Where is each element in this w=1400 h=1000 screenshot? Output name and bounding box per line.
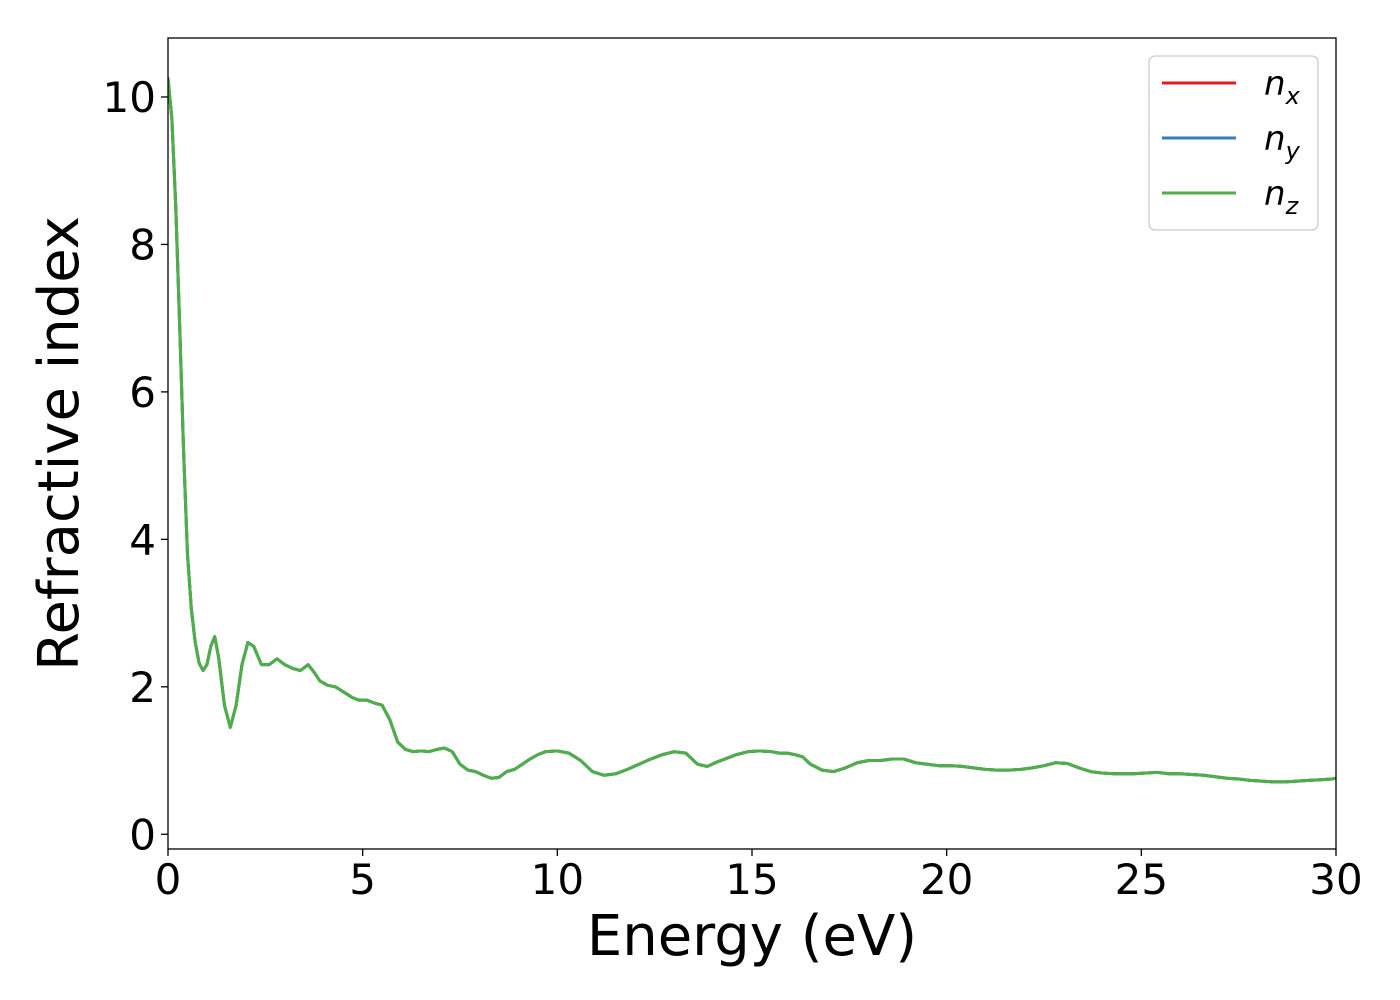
legend-label-ny: ny <box>1264 119 1301 165</box>
y-axis-title: Refractive index <box>27 216 92 671</box>
y-tick-label: 4 <box>129 515 156 564</box>
legend-label-nz: nz <box>1264 174 1300 220</box>
y-axis-ticks: 0 2 4 6 8 10 <box>103 73 168 859</box>
y-tick-label: 6 <box>129 368 156 417</box>
series-line-nz <box>168 77 1336 784</box>
y-tick-label: 10 <box>103 73 156 122</box>
x-axis-title: Energy (eV) <box>587 904 917 969</box>
x-tick-label: 20 <box>920 855 973 904</box>
x-tick-label: 5 <box>349 855 376 904</box>
x-tick-label: 10 <box>531 855 584 904</box>
legend-box <box>1148 55 1319 231</box>
y-tick-label: 8 <box>129 220 156 269</box>
legend: nx ny nz <box>1148 55 1319 231</box>
y-tick-label: 0 <box>129 810 156 859</box>
y-tick-label: 2 <box>129 663 156 712</box>
x-tick-label: 0 <box>155 855 182 904</box>
x-axis-ticks: 0 5 10 15 20 25 30 <box>155 849 1363 904</box>
legend-label-nx: nx <box>1264 64 1301 110</box>
x-tick-label: 15 <box>725 855 778 904</box>
x-tick-label: 30 <box>1309 855 1362 904</box>
x-tick-label: 25 <box>1115 855 1168 904</box>
series-layer <box>168 77 1336 784</box>
